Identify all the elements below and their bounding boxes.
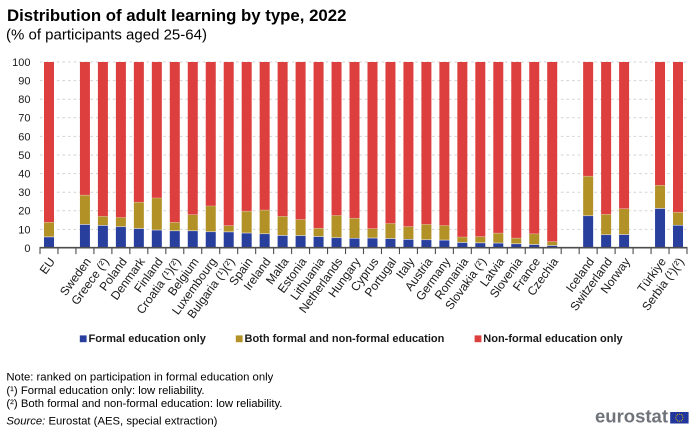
svg-text:(% of participants aged 25-64): (% of participants aged 25-64) — [6, 27, 207, 44]
svg-text:60: 60 — [18, 131, 30, 143]
svg-text:70: 70 — [18, 113, 30, 125]
svg-text:90: 90 — [18, 76, 30, 88]
svg-text:30: 30 — [18, 187, 30, 199]
svg-text:0: 0 — [24, 243, 30, 255]
svg-text:100: 100 — [12, 57, 30, 69]
svg-text:eurostat: eurostat — [595, 405, 668, 426]
svg-text:10: 10 — [18, 224, 30, 236]
svg-text:50: 50 — [18, 150, 30, 162]
svg-text:Source: Eurostat (AES, special: Source: Eurostat (AES, special extractio… — [6, 416, 217, 428]
svg-text:Both formal and non-formal edu: Both formal and non-formal education — [245, 333, 445, 345]
svg-text:20: 20 — [18, 206, 30, 218]
svg-text:40: 40 — [18, 169, 30, 181]
svg-text:Non-formal education only: Non-formal education only — [483, 333, 623, 345]
svg-text:80: 80 — [18, 94, 30, 106]
svg-text:(¹) Formal education only: low: (¹) Formal education only: low reliabili… — [6, 385, 204, 397]
svg-text:Distribution of adult learning: Distribution of adult learning by type, … — [7, 6, 346, 25]
svg-text:(²) Both formal and non-formal: (²) Both formal and non-formal education… — [6, 398, 282, 410]
svg-text:Note: ranked on participation: Note: ranked on participation in formal … — [6, 372, 273, 384]
svg-text:Formal education only: Formal education only — [89, 333, 207, 345]
